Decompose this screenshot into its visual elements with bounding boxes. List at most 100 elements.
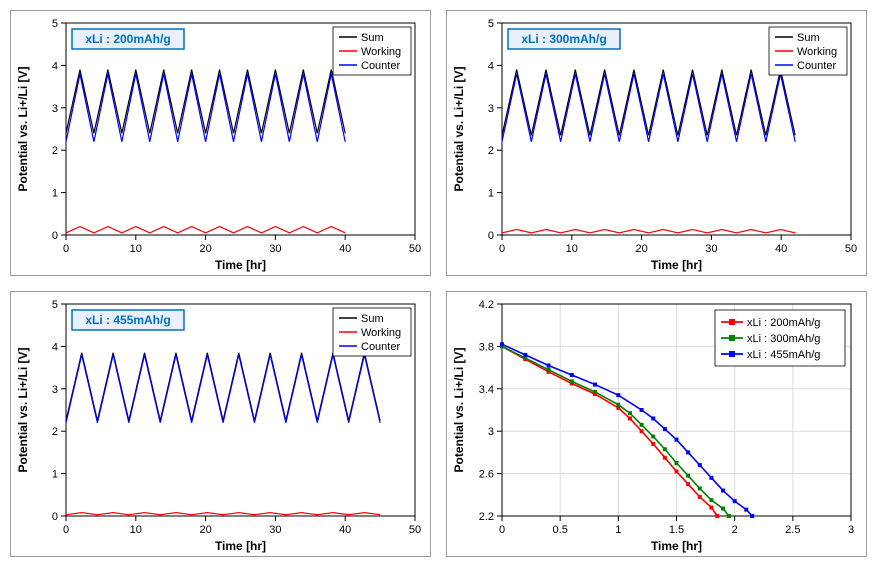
badge-text: xLi : 455mAh/g [85, 313, 170, 327]
x-tick: 0 [499, 243, 505, 255]
y-tick: 4 [488, 60, 494, 72]
y-tick: 3 [52, 384, 58, 396]
y-tick: 2.2 [479, 511, 494, 523]
legend-label: Working [361, 327, 401, 339]
series-marker [663, 447, 667, 451]
series-marker [721, 507, 725, 511]
series-marker [663, 427, 667, 431]
x-tick: 30 [269, 524, 281, 536]
x-tick: 20 [199, 524, 211, 536]
series-marker [686, 482, 690, 486]
y-tick: 1 [52, 188, 58, 200]
legend-label: xLi : 300mAh/g [747, 333, 820, 345]
panel-200: 01020304050012345Time [hr]Potential vs. … [10, 10, 431, 276]
series-marker [750, 514, 754, 518]
x-tick: 2.5 [785, 524, 800, 536]
x-tick: 20 [635, 243, 647, 255]
badge-text: xLi : 300mAh/g [521, 32, 606, 46]
series-marker [698, 495, 702, 499]
series-marker [686, 450, 690, 454]
y-tick: 3 [488, 426, 494, 438]
y-tick: 2 [52, 426, 58, 438]
legend-label: Counter [361, 60, 400, 72]
series-marker [675, 461, 679, 465]
series-marker [616, 393, 620, 397]
y-tick: 0 [52, 230, 58, 242]
y-tick: 2 [488, 145, 494, 157]
series-marker [698, 463, 702, 467]
legend-label: Counter [361, 341, 400, 353]
x-tick: 50 [409, 243, 421, 255]
series-marker [744, 508, 748, 512]
x-tick: 50 [845, 243, 857, 255]
series-marker [593, 383, 597, 387]
y-axis-label: Potential vs. Li+/Li [V] [16, 347, 30, 472]
series-marker [570, 373, 574, 377]
legend-label: Sum [361, 313, 384, 325]
x-tick: 10 [130, 243, 142, 255]
y-tick: 3.4 [479, 384, 494, 396]
y-tick: 5 [52, 299, 58, 311]
series-marker [523, 353, 527, 357]
x-axis-label: Time [hr] [215, 258, 266, 272]
x-axis-label: Time [hr] [215, 539, 266, 553]
x-tick: 1.5 [669, 524, 684, 536]
series-marker [640, 429, 644, 433]
x-tick: 50 [409, 524, 421, 536]
x-tick: 40 [339, 524, 351, 536]
series-marker [709, 506, 713, 510]
panel-455: 01020304050012345Time [hr]Potential vs. … [10, 291, 431, 557]
x-axis-label: Time [hr] [651, 539, 702, 553]
y-tick: 2 [52, 145, 58, 157]
x-tick: 0 [499, 524, 505, 536]
x-tick: 0 [63, 243, 69, 255]
y-tick: 1 [52, 469, 58, 481]
y-tick: 4.2 [479, 299, 494, 311]
x-tick: 40 [775, 243, 787, 255]
x-tick: 0.5 [553, 524, 568, 536]
legend-label: Counter [797, 60, 836, 72]
y-tick: 2.6 [479, 469, 494, 481]
legend-label: Sum [797, 32, 820, 44]
series-marker [547, 363, 551, 367]
x-tick: 30 [269, 243, 281, 255]
x-tick: 1 [615, 524, 621, 536]
y-tick: 5 [488, 18, 494, 30]
series-marker [547, 368, 551, 372]
y-tick: 3 [488, 103, 494, 115]
series-marker [675, 469, 679, 473]
x-tick: 2 [732, 524, 738, 536]
y-tick: 3.8 [479, 341, 494, 353]
series-marker [727, 514, 731, 518]
series-marker [675, 438, 679, 442]
legend-label: Working [361, 46, 401, 58]
x-tick: 10 [566, 243, 578, 255]
x-tick: 20 [199, 243, 211, 255]
badge-text: xLi : 200mAh/g [85, 32, 170, 46]
series-marker [500, 342, 504, 346]
y-tick: 4 [52, 341, 58, 353]
series-marker [628, 411, 632, 415]
series-marker [721, 489, 725, 493]
legend-label: xLi : 455mAh/g [747, 349, 820, 361]
y-tick: 1 [488, 188, 494, 200]
y-tick: 5 [52, 18, 58, 30]
x-axis-label: Time [hr] [651, 258, 702, 272]
series-marker [640, 408, 644, 412]
legend-label: Working [797, 46, 837, 58]
series-marker [651, 435, 655, 439]
series-marker [709, 476, 713, 480]
series-marker [651, 416, 655, 420]
panel-300: 0 10 20 30 40 50 0 1 2 3 4 5 Time [hr] Potential vs. … [446, 10, 867, 276]
series-marker [715, 514, 719, 518]
y-axis-label: Potential vs. Li+/Li [V] [452, 66, 466, 191]
legend-label: Sum [361, 32, 384, 44]
y-tick: 0 [488, 230, 494, 242]
x-tick: 10 [130, 524, 142, 536]
series-marker [640, 423, 644, 427]
series-marker [651, 442, 655, 446]
x-tick: 30 [705, 243, 717, 255]
series-marker [593, 390, 597, 394]
series-marker [628, 416, 632, 420]
series-marker [709, 498, 713, 502]
